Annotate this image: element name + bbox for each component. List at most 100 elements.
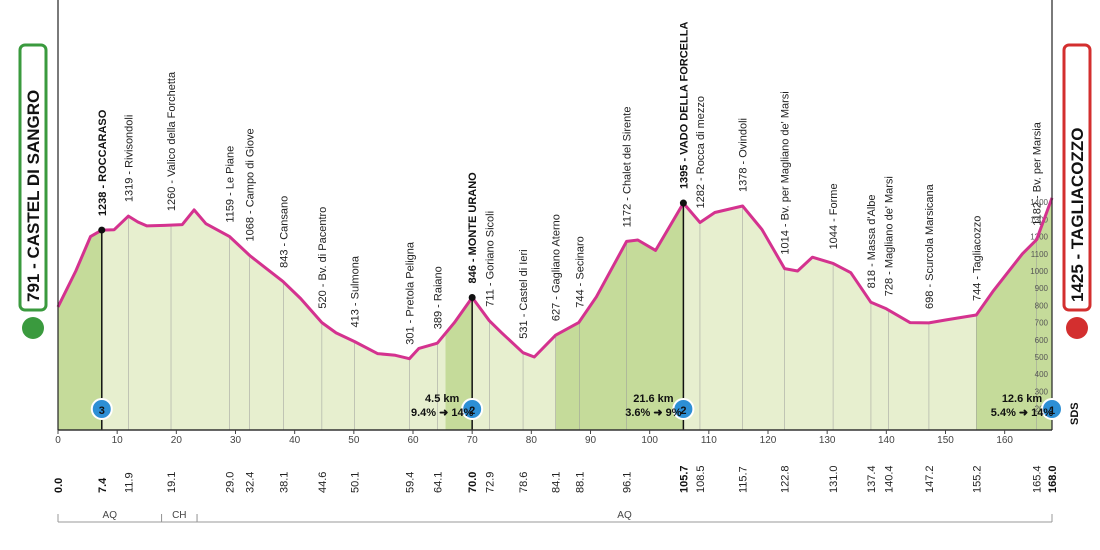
km-label-21: 131.0 [828, 465, 840, 493]
point-label-1: 1319 - Rivisondoli [123, 115, 135, 202]
x-tick-label-5: 50 [348, 435, 360, 446]
point-label-2: 1260 - Valico della Forchetta [166, 71, 178, 211]
km-label-0: 0.0 [53, 478, 65, 493]
y-tick-label: 900 [1035, 284, 1049, 293]
x-tick-label-0: 0 [55, 435, 61, 446]
summit-marker-0 [98, 226, 106, 234]
point-label-10: 846 - MONTE URANO [467, 172, 479, 284]
gpm-grade-3: 5.4% ➜ 14% [991, 407, 1054, 419]
km-label-14: 84.1 [551, 472, 563, 493]
point-label-5: 843 - Cansano [278, 196, 290, 268]
gpm-category-3: 1 [1049, 405, 1055, 417]
gpm-grade-2: 3.6% ➜ 9% [625, 407, 682, 419]
x-tick-label-11: 110 [701, 435, 717, 446]
km-label-9: 59.4 [404, 472, 416, 493]
y-tick-label: 800 [1035, 301, 1049, 310]
point-label-24: 744 - Tagliacozzo [971, 216, 983, 301]
km-label-17: 105.7 [678, 465, 690, 493]
point-label-4: 1068 - Campo di Giove [245, 128, 257, 241]
gpm-length-2: 21.6 km [633, 393, 674, 405]
x-tick-label-3: 30 [230, 435, 242, 446]
y-tick-label: 1400 [1030, 198, 1048, 207]
region-label-0: AQ [103, 510, 118, 521]
climb-zone-1 [445, 297, 473, 430]
gpm-length-1: 4.5 km [425, 393, 459, 405]
point-label-6: 520 - Bv. di Pacentro [317, 207, 329, 309]
x-tick-label-15: 150 [937, 435, 954, 446]
finish-label: 1425 - TAGLIACOZZO [1068, 128, 1087, 302]
point-label-14: 744 - Secinaro [574, 236, 586, 308]
gpm-category-2: 2 [680, 405, 686, 417]
x-tick-label-13: 130 [819, 435, 836, 446]
finish-bike-icon [1066, 317, 1088, 339]
gpm-category-0: 3 [99, 405, 105, 417]
climb-zone-0 [58, 230, 102, 430]
y-tick-label: 300 [1035, 387, 1049, 396]
km-label-10: 64.1 [432, 472, 444, 493]
km-label-18: 108.5 [695, 465, 707, 493]
point-label-23: 698 - Scurcola Marsicana [924, 183, 936, 309]
km-label-7: 44.6 [317, 472, 329, 493]
gpm-grade-1: 9.4% ➜ 14% [411, 407, 474, 419]
point-label-11: 711 - Goriano Sicoli [484, 211, 496, 307]
km-label-19: 115.7 [738, 466, 750, 493]
gpm-length-3: 12.6 km [1002, 393, 1043, 405]
gpm-badge-1 [461, 398, 484, 420]
km-label-27: 168.0 [1047, 465, 1059, 493]
start-bike-icon [22, 317, 44, 339]
km-label-22: 137.4 [866, 465, 878, 493]
finish-box [1062, 43, 1092, 312]
km-label-8: 50.1 [349, 472, 361, 493]
sponsor-logo: SDS [1069, 402, 1081, 425]
y-tick-label: 700 [1035, 319, 1049, 328]
point-label-15: 1172 - Chalet del Sirente [622, 107, 634, 228]
y-tick-label: 400 [1035, 370, 1049, 379]
point-label-22: 728 - Magliano de' Marsi [884, 176, 896, 296]
gpm-badge-2 [672, 398, 695, 420]
y-tick-label: 1000 [1030, 267, 1048, 276]
km-label-3: 19.1 [166, 472, 178, 493]
km-label-23: 140.4 [884, 465, 896, 493]
km-label-12: 72.9 [484, 472, 496, 493]
km-label-26: 165.4 [1032, 465, 1044, 493]
km-label-25: 155.2 [971, 465, 983, 493]
profile-area [58, 197, 1052, 430]
km-label-15: 88.1 [574, 472, 586, 493]
x-tick-label-16: 160 [996, 435, 1013, 446]
point-label-19: 1014 - Bv. per Magliano de' Marsi [780, 91, 792, 254]
km-label-2: 11.9 [123, 472, 135, 493]
x-tick-label-9: 90 [585, 435, 597, 446]
x-tick-label-12: 120 [760, 435, 777, 446]
start-box [18, 43, 48, 312]
point-label-17: 1282 - Rocca di mezzo [695, 96, 707, 209]
summit-marker-10 [468, 293, 476, 301]
climb-zone-3 [976, 197, 1052, 430]
gpm-badge-3 [1041, 398, 1063, 420]
km-label-16: 96.1 [622, 472, 634, 493]
point-label-9: 389 - Raiano [432, 266, 444, 329]
summit-marker-16 [679, 199, 687, 207]
x-tick-label-8: 80 [526, 435, 538, 446]
point-label-0: 1238 - ROCCARASO [97, 109, 109, 216]
km-label-20: 122.8 [780, 465, 792, 493]
km-label-24: 147.2 [924, 465, 936, 493]
point-label-13: 627 - Gagliano Aterno [551, 214, 563, 321]
x-tick-label-2: 20 [171, 435, 183, 446]
point-label-12: 531 - Castel di Ieri [518, 249, 530, 338]
point-label-18: 1378 - Ovindoli [738, 118, 750, 192]
y-tick-label: 1200 [1030, 233, 1048, 242]
km-label-11: 70.0 [467, 472, 479, 493]
point-label-21: 818 - Massa d'Albe [866, 194, 878, 288]
y-tick-label: 1300 [1030, 215, 1048, 224]
km-label-4: 29.0 [225, 472, 237, 493]
y-tick-label: 1100 [1031, 250, 1049, 259]
gpm-category-1: 2 [469, 405, 475, 417]
km-label-1: 7.4 [97, 477, 109, 493]
x-tick-label-1: 10 [112, 435, 124, 446]
km-label-6: 38.1 [278, 472, 290, 493]
profile-line [56, 197, 1054, 361]
climb-zone-2 [555, 203, 684, 430]
x-tick-label-4: 40 [289, 435, 301, 446]
